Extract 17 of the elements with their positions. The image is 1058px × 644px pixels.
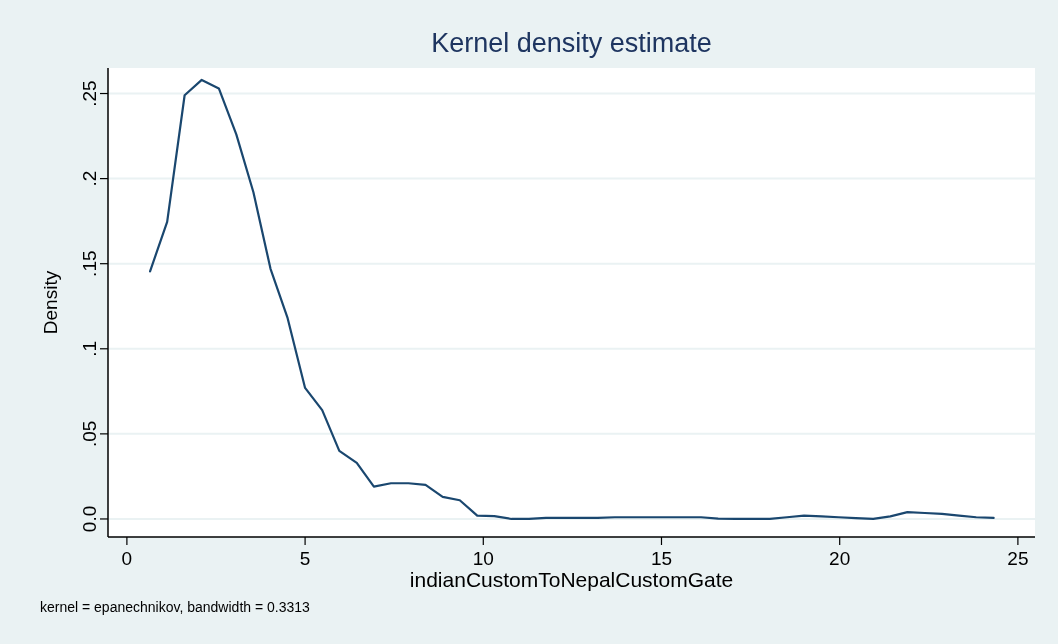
x-tick-label: 5 <box>299 548 311 569</box>
chart-title: Kernel density estimate <box>431 28 712 58</box>
line-series <box>148 78 995 521</box>
y-tick-label: .1 <box>79 340 100 357</box>
text: kernel = epanechnikov, bandwidth = 0.3313 <box>40 599 311 615</box>
y-tick-label: .05 <box>79 420 100 448</box>
x-tick-label: 20 <box>829 548 851 569</box>
x-tick-label: 10 <box>472 548 494 569</box>
y-axis-title: Density <box>40 270 61 335</box>
x-axis-title: indianCustomToNepalCustomGate <box>409 568 734 591</box>
x-tick-label: 0 <box>121 548 133 569</box>
y-tick-label: .15 <box>79 250 100 277</box>
x-tick-label: 15 <box>650 548 673 569</box>
y-tick-label: .2 <box>79 170 100 187</box>
y-tick-label: .25 <box>79 80 100 107</box>
x-tick-label: 25 <box>1007 548 1029 569</box>
y-tick-label: 0.0 <box>79 505 100 533</box>
